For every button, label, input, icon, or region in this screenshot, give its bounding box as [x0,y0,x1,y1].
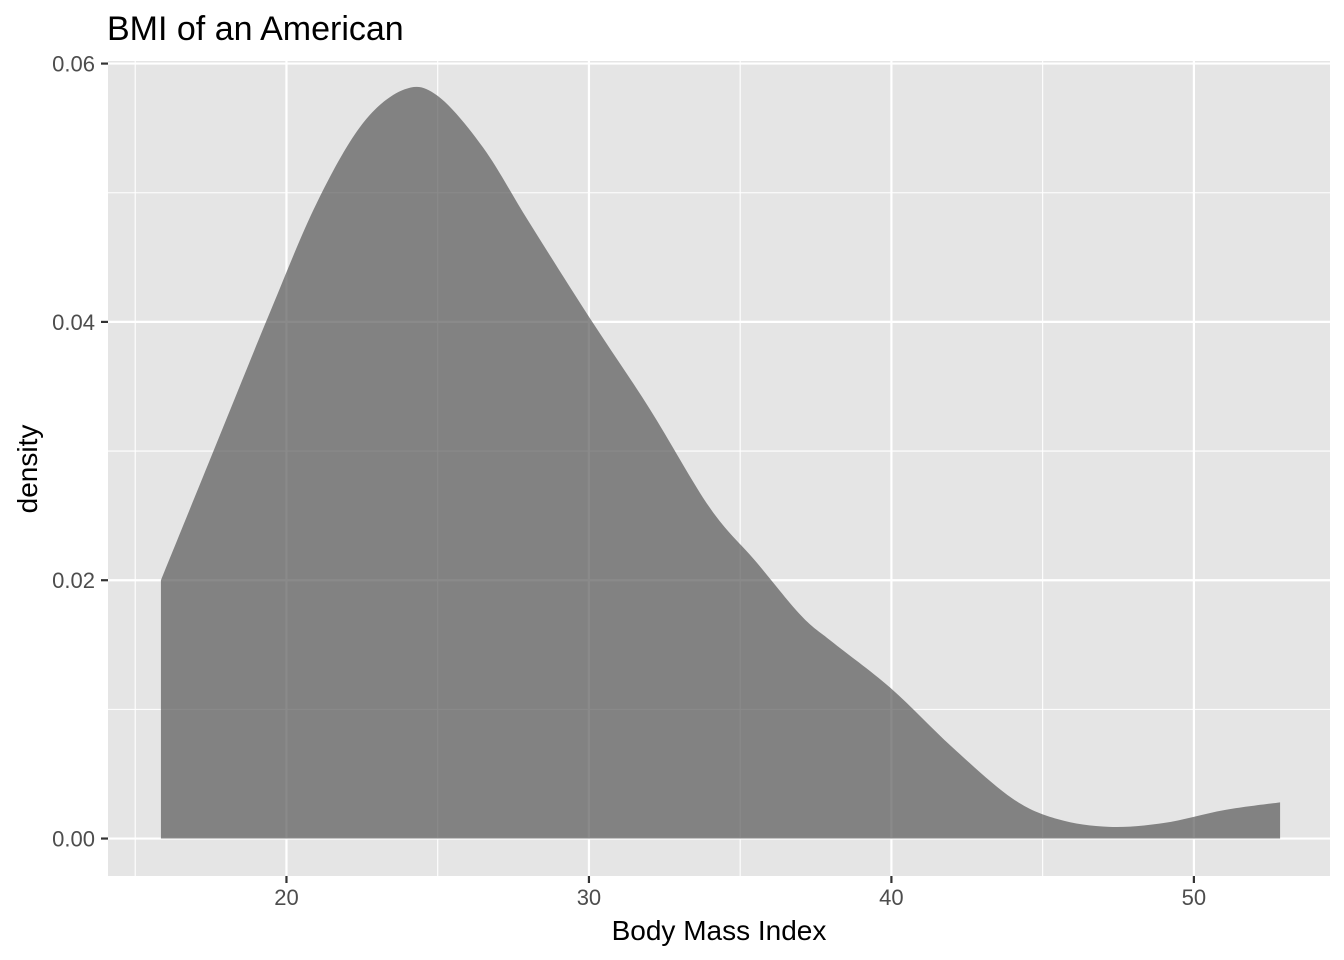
x-tick-label: 50 [1182,885,1206,910]
y-tick-label: 0.02 [52,568,95,593]
y-axis-title: density [12,425,43,514]
x-axis: 20 30 40 50 [274,876,1206,910]
x-tick-label: 40 [879,885,903,910]
chart-title: BMI of an American [107,10,404,48]
density-area [160,86,1281,839]
y-tick-label: 0.00 [52,827,95,852]
y-axis: 0.00 0.02 0.04 0.06 [52,52,108,852]
y-tick-label: 0.04 [52,310,95,335]
x-tick-label: 20 [274,885,298,910]
x-axis-title: Body Mass Index [612,915,827,946]
x-tick-label: 30 [577,885,601,910]
y-tick-label: 0.06 [52,52,95,77]
